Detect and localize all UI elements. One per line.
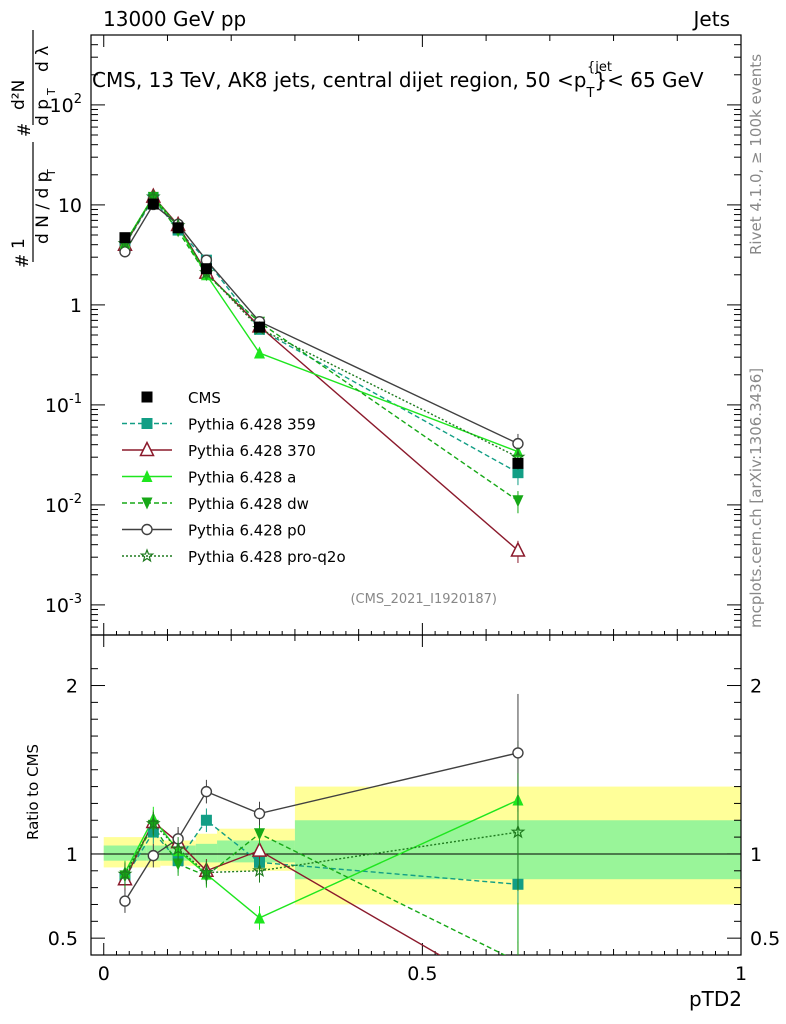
main-y-tick-label: 10-2 — [45, 492, 82, 517]
ratio-marker-pq2o — [510, 824, 526, 839]
marker-p370 — [510, 541, 526, 557]
ratio-line-pp0 — [124, 752, 519, 902]
ratio-marker-pp0 — [119, 895, 131, 907]
ratio-y-tick-label-right: 0.5 — [750, 928, 780, 950]
legend-marker-pa — [141, 470, 153, 482]
x-tick-label: 0.5 — [407, 963, 437, 985]
ratio-marker-pa — [253, 911, 265, 924]
series-markers — [117, 187, 526, 1006]
marker-p359 — [512, 467, 524, 479]
legend-label-cms: CMS — [188, 389, 221, 407]
ratio-marker-pq2o — [170, 841, 186, 856]
ratio-marker-pdw — [512, 956, 523, 968]
ratio-y-tick-label: 0.5 — [48, 928, 78, 950]
marker-cms — [512, 457, 524, 469]
marker-cms — [119, 232, 131, 244]
side-label-top: Rivet 4.1.0, ≥ 100k events — [747, 54, 765, 255]
ratio-marker-pdw — [172, 858, 184, 871]
legend-marker-p359 — [141, 418, 153, 429]
header-left: 13000 GeV pp — [103, 7, 246, 31]
marker-pa — [253, 346, 265, 359]
ratio-markers — [117, 693, 526, 1006]
main-y-tick-label: 1 — [70, 295, 82, 317]
svg-text:T: T — [45, 88, 58, 96]
analysis-watermark: (CMS_2021_I1920187) — [350, 592, 497, 607]
ratio-y-tick-label-right: 2 — [750, 676, 762, 698]
ratio-marker-pp0 — [512, 747, 524, 759]
plot-title-superscript: {jet — [587, 60, 612, 75]
legend: CMS Pythia 6.428 359 Pythia 6.428 370 Pythi… — [122, 389, 346, 566]
series-line-p370 — [124, 195, 519, 552]
ratio-plot-frame — [90, 634, 742, 956]
ratio-line-p359 — [124, 819, 519, 885]
main-markers — [117, 187, 526, 563]
main-y-tick-label: 10-1 — [45, 392, 82, 417]
ratio-marker-pdw — [253, 828, 265, 841]
svg-text:d λ: d λ — [33, 46, 53, 72]
band-inner-bin — [195, 843, 218, 863]
main-y-tick-label: 10 — [58, 195, 82, 217]
marker-pdw — [512, 495, 524, 508]
svg-text:T: T — [45, 169, 58, 177]
ratio-marker-p359 — [200, 814, 212, 826]
header-right: Jets — [692, 7, 730, 31]
legend-label-p359: Pythia 6.428 359 — [188, 416, 316, 434]
svg-text:d p: d p — [33, 99, 53, 126]
marker-cms — [147, 198, 159, 210]
ratio-y-tick-label: 2 — [66, 676, 78, 698]
plot-title: CMS, 13 TeV, AK8 jets, central dijet reg… — [92, 68, 704, 101]
ratio-marker-p370 — [251, 841, 268, 857]
main-y-axis-label: # 1 d N / d p T # d²N d p T d λ — [9, 30, 58, 268]
legend-label-pdw: Pythia 6.428 dw — [188, 495, 309, 513]
legend-label-pq2o: Pythia 6.428 pro-q2o — [188, 548, 346, 566]
legend-marker-pp0 — [141, 523, 153, 536]
ratio-marker-p370 — [511, 993, 524, 1006]
legend-marker-pdw — [141, 497, 153, 510]
ratio-marker-pq2o — [117, 866, 133, 881]
ratio-marker-pq2o — [198, 864, 214, 879]
ratio-marker-pq2o — [145, 815, 161, 830]
ratio-marker-pp0 — [200, 785, 213, 798]
ratio-y-tick-label-right: 1 — [750, 844, 762, 866]
main-y-tick-label: 102 — [50, 92, 82, 117]
svg-text:#: # — [13, 254, 33, 268]
marker-cms — [200, 263, 212, 275]
svg-text:d²N: d²N — [9, 80, 29, 110]
svg-text:d N / d p: d N / d p — [33, 172, 53, 244]
marker-cms — [172, 222, 184, 234]
ratio-uncertainty-bands — [91, 786, 741, 905]
legend-label-pp0: Pythia 6.428 p0 — [188, 522, 306, 540]
x-tick-label: 0 — [98, 963, 110, 985]
legend-marker-pq2o — [139, 548, 155, 563]
marker-cms — [253, 321, 265, 333]
svg-text:#: # — [15, 123, 35, 137]
ratio-marker-pp0 — [147, 849, 160, 862]
legend-label-pa: Pythia 6.428 a — [188, 469, 296, 487]
ratio-marker-pp0 — [253, 807, 266, 820]
side-label-bottom: mcplots.cern.ch [arXiv:1306.3436] — [747, 368, 765, 628]
main-series-lines — [124, 195, 519, 552]
marker-pp0 — [512, 437, 524, 450]
ratio-y-tick-label: 1 — [66, 844, 78, 866]
series-line-pdw — [124, 196, 519, 502]
legend-label-p370: Pythia 6.428 370 — [188, 442, 316, 460]
series-line-pp0 — [124, 203, 519, 445]
ratio-y-axis-label: Ratio to CMS — [24, 744, 42, 840]
x-axis-label: pTD2 — [689, 987, 742, 1011]
x-tick-label: 1 — [735, 963, 747, 985]
legend-marker-p370 — [139, 440, 155, 457]
main-y-tick-label: 10-3 — [45, 592, 82, 617]
ratio-marker-pq2o — [252, 863, 267, 878]
series-line-pq2o — [124, 195, 519, 458]
main-plot-frame — [90, 34, 742, 636]
legend-marker-cms — [141, 391, 153, 403]
svg-text:1: 1 — [9, 238, 29, 249]
